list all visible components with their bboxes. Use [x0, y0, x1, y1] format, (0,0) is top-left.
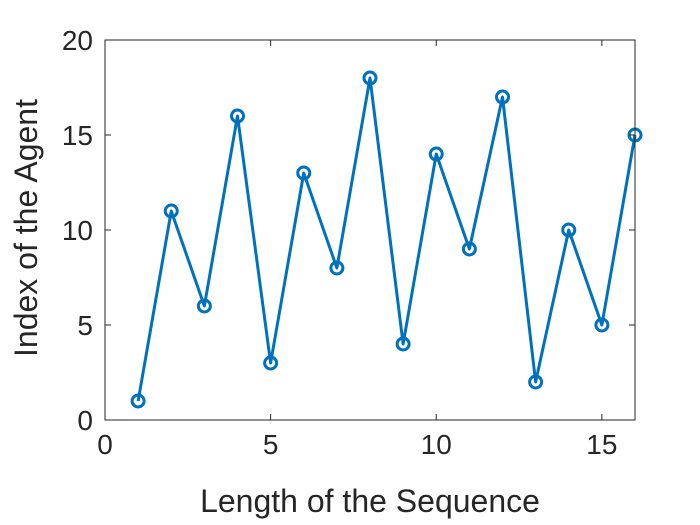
series-layer: [130, 70, 643, 409]
y-tick-label-0: 0: [77, 405, 93, 436]
plot-area: [105, 40, 635, 420]
x-tick-label-3: 15: [586, 429, 617, 460]
data-point-0-14: [594, 317, 610, 333]
x-tick-label-0: 0: [97, 429, 113, 460]
data-point-0-9: [428, 146, 444, 162]
y-tick-label-4: 20: [62, 25, 93, 56]
data-point-0-11: [495, 89, 510, 105]
y-tick-label-3: 15: [62, 120, 93, 151]
data-point-0-3: [230, 108, 245, 124]
y-tick-label-2: 10: [62, 215, 93, 246]
x-tick-label-1: 5: [263, 429, 279, 460]
data-point-0-0: [130, 393, 146, 409]
data-point-0-6: [329, 260, 345, 276]
y-tick-label-1: 5: [77, 310, 93, 341]
plot-background: [105, 40, 635, 420]
axes-box: [104, 39, 636, 421]
data-point-0-8: [395, 336, 411, 352]
data-point-0-5: [296, 165, 312, 181]
x-axis-label: Length of the Sequence: [200, 483, 540, 519]
data-point-0-7: [362, 70, 378, 86]
data-point-0-12: [528, 374, 544, 390]
axes-layer: 0 5 10 15 0 5 10 15 20: [62, 25, 636, 460]
data-point-0-2: [196, 298, 212, 314]
data-point-0-10: [461, 241, 477, 257]
x-tick-label-2: 10: [421, 429, 452, 460]
y-axis-label: Index of the Agent: [8, 99, 44, 357]
data-point-0-1: [163, 203, 179, 219]
data-point-0-4: [263, 355, 279, 371]
data-point-0-13: [561, 222, 577, 238]
series-line-0: [136, 76, 637, 402]
